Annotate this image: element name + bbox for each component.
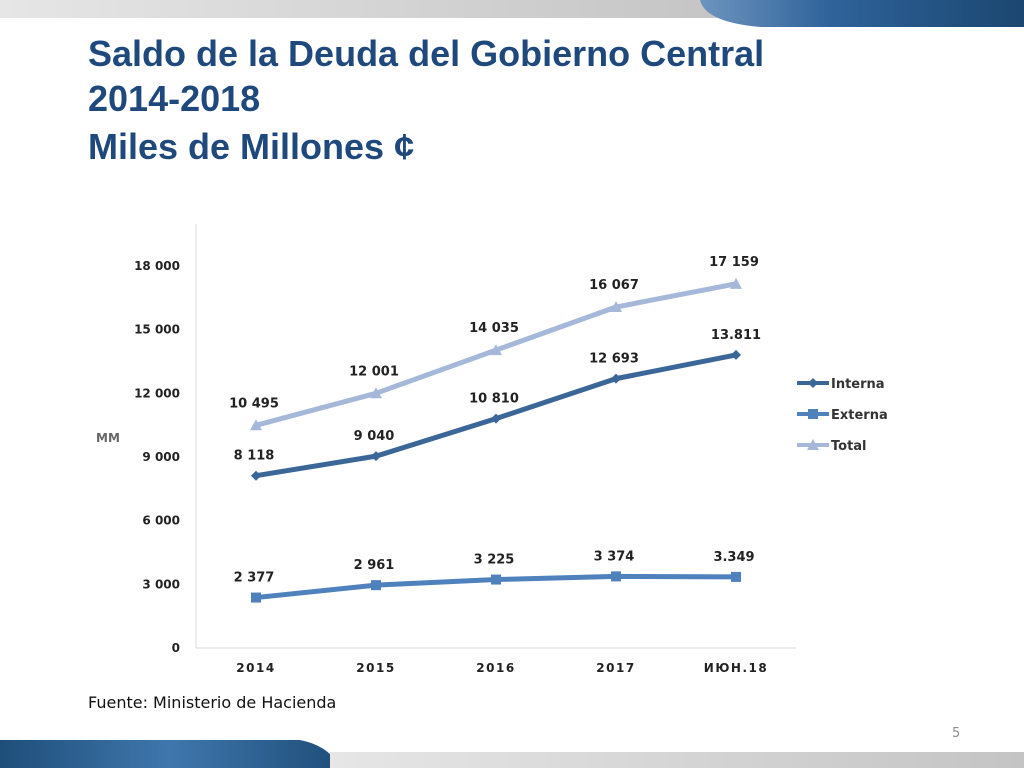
top-band-light <box>0 0 740 18</box>
legend-marker-externa <box>808 409 818 419</box>
interna-data-label: 12 693 <box>589 352 639 367</box>
interna-point <box>731 349 741 360</box>
total-point <box>730 277 742 289</box>
chart-series <box>250 277 742 603</box>
slide-title-line-2: 2014-2018 <box>88 78 261 119</box>
bottom-band-light <box>330 752 1024 768</box>
legend-label-total: Total <box>831 439 867 454</box>
total-point <box>490 344 502 356</box>
y-tick-label: 18 000 <box>134 259 180 273</box>
interna-data-label: 8 118 <box>234 449 275 464</box>
total-data-label: 17 159 <box>709 255 759 270</box>
externa-data-label: 2 377 <box>234 571 275 586</box>
externa-data-label: 2 961 <box>354 558 395 573</box>
externa-data-label: 3.349 <box>713 550 754 565</box>
x-tick-label: 2015 <box>356 661 395 675</box>
bottom-band-dark <box>0 740 340 768</box>
externa-point <box>491 574 501 585</box>
total-point <box>250 419 262 431</box>
interna-data-label: 9 040 <box>354 429 395 444</box>
legend-label-externa: Externa <box>831 408 888 423</box>
chart-axes: 0 3 000 6 000 9 000 12 000 15 000 18 000 2014 20… <box>96 224 796 675</box>
slide-title-line-1: Saldo de la Deuda del Gobierno Central <box>88 33 765 74</box>
externa-point <box>611 571 621 582</box>
y-tick-label: 15 000 <box>134 323 180 337</box>
x-tick-label: 2016 <box>476 661 515 675</box>
x-tick-label: 2014 <box>236 661 275 675</box>
x-tick-label: ИЮН.18 <box>704 661 768 675</box>
legend-label-interna: Interna <box>831 377 885 392</box>
interna-data-label: 13.811 <box>711 328 761 343</box>
y-axis-label: MM <box>96 431 120 445</box>
interna-point <box>371 451 381 462</box>
total-point <box>370 387 382 399</box>
y-tick-label: 3 000 <box>142 577 180 591</box>
y-tick-label: 9 000 <box>142 450 180 464</box>
externa-point <box>731 571 741 582</box>
externa-data-label: 3 374 <box>594 549 635 564</box>
total-data-label: 14 035 <box>469 321 519 336</box>
total-data-label: 10 495 <box>229 396 279 411</box>
chart-legend: Interna Externa Total <box>797 377 888 454</box>
externa-data-label: 3 225 <box>474 553 515 568</box>
slide-title-line-3: Miles de Millones ¢ <box>88 126 415 167</box>
y-tick-label: 6 000 <box>142 514 180 528</box>
top-band-dark <box>700 0 1024 27</box>
chart-data-labels: 8 118 9 040 10 810 12 693 13.811 2 377 2 961 3 … <box>229 255 761 586</box>
total-data-label: 16 067 <box>589 278 639 293</box>
legend-marker-interna <box>808 378 818 388</box>
legend-marker-total <box>807 439 819 450</box>
total-data-label: 12 001 <box>349 364 399 379</box>
page-number: 5 <box>952 726 961 741</box>
y-tick-label: 0 <box>172 641 180 655</box>
interna-point <box>611 373 621 384</box>
interna-point <box>251 470 261 481</box>
source-note: Fuente: Ministerio de Hacienda <box>88 693 337 712</box>
y-tick-label: 12 000 <box>134 386 180 400</box>
interna-point <box>491 413 501 424</box>
x-tick-label: 2017 <box>596 661 635 675</box>
interna-data-label: 10 810 <box>469 392 519 407</box>
total-point <box>610 301 622 313</box>
externa-point <box>371 580 381 591</box>
externa-point <box>251 592 261 603</box>
